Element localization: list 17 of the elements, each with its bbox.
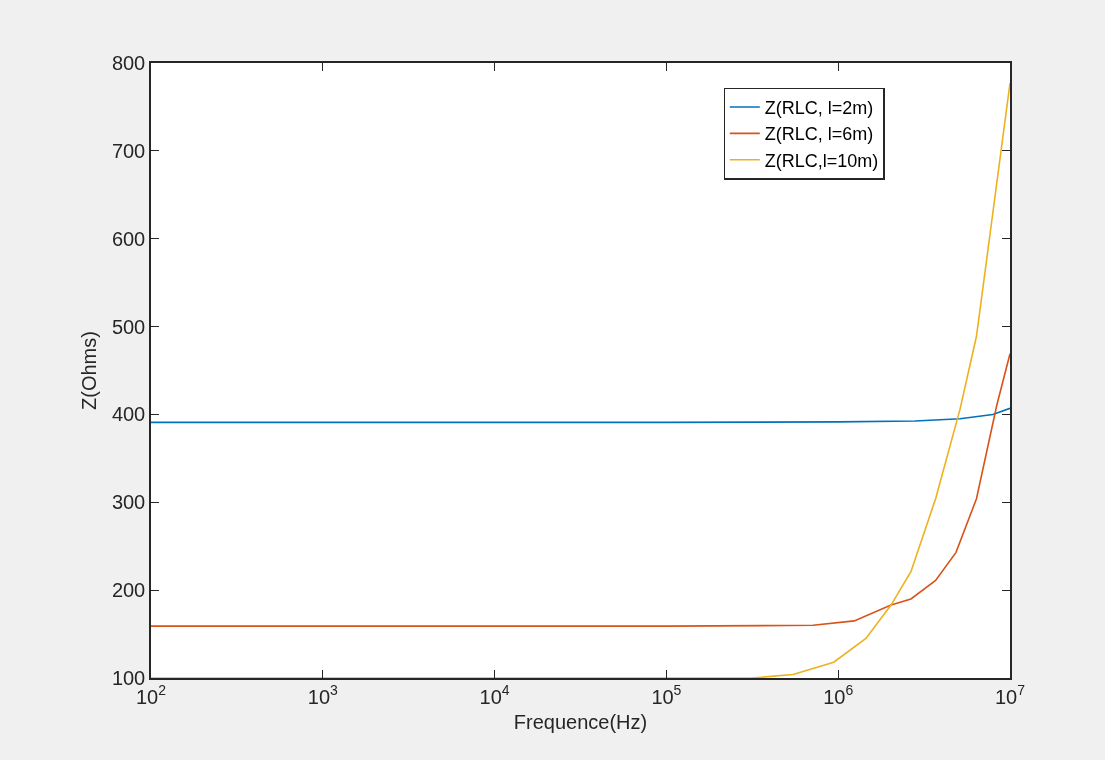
x-tick-label: 10$^{4}$	[479, 682, 510, 708]
legend-label: Z(RLC, l=6m)	[764, 124, 874, 145]
x-axis-title: Frequence(Hz)	[513, 710, 648, 733]
y-tick-label: 600	[111, 227, 146, 250]
x-tick-label: 10$^{5}$	[651, 682, 682, 708]
x-tick-label: 10$^{6}$	[823, 682, 854, 708]
x-tick-label: 10$^{3}$	[307, 682, 339, 708]
y-axis-title: Z(Ohms)	[77, 331, 100, 410]
y-tick-label: 400	[111, 403, 146, 426]
legend-label: Z(RLC, l=2m)	[764, 98, 874, 119]
y-tick-label: 300	[111, 491, 146, 514]
y-tick-label: 200	[111, 579, 146, 602]
x-tick-label: 10$^{7}$	[994, 682, 1026, 708]
y-tick-label: 700	[111, 139, 146, 162]
legend-label: Z(RLC,l=10m)	[764, 150, 879, 171]
y-tick-label: 800	[111, 52, 146, 74]
y-tick-label: 500	[111, 315, 146, 338]
